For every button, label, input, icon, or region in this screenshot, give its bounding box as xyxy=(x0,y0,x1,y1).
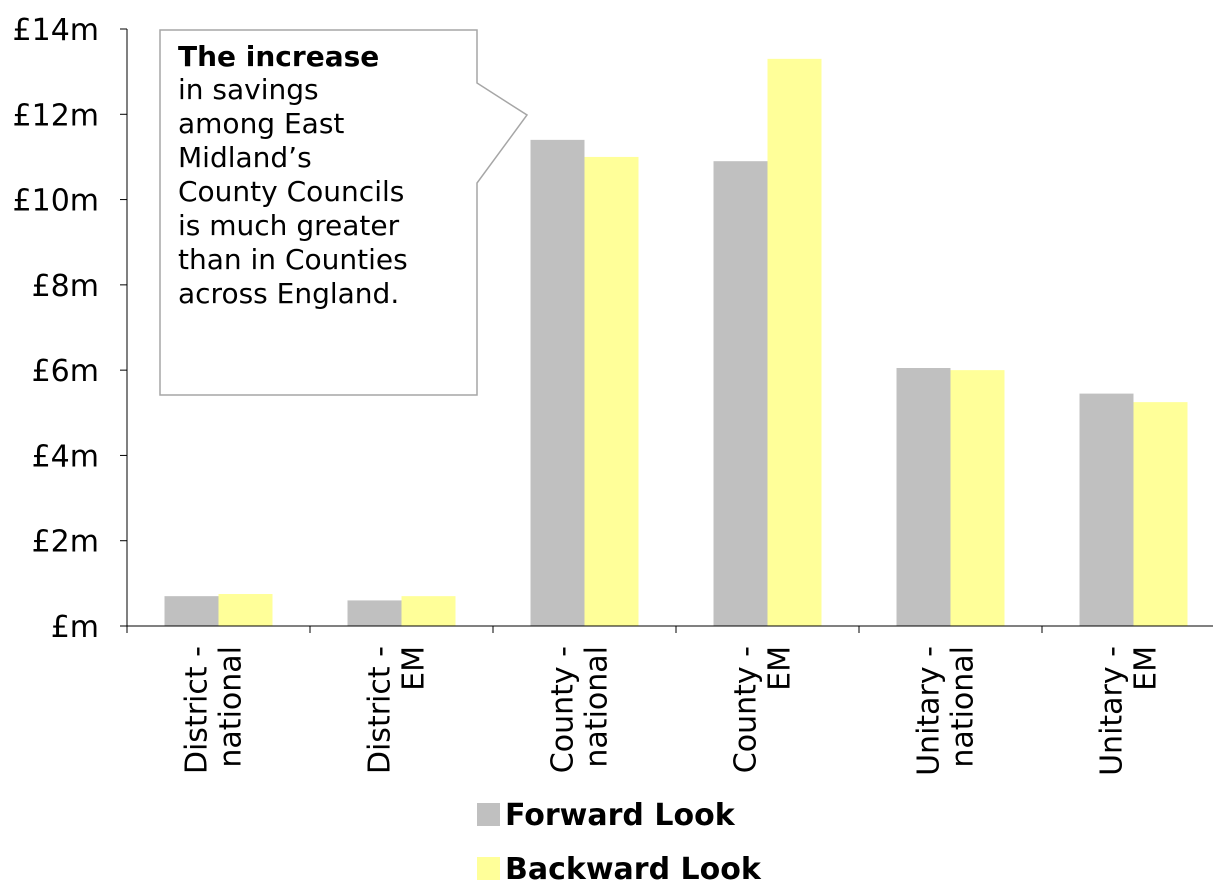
y-tick-label: £14m xyxy=(13,13,99,48)
bar-backward-look xyxy=(218,594,273,626)
x-category-label: national xyxy=(214,646,249,768)
bar-backward-look xyxy=(401,596,456,626)
legend-swatch xyxy=(477,857,500,880)
bar-forward-look xyxy=(713,161,768,626)
bar-backward-look xyxy=(1133,402,1188,626)
annotation-line: is much greater xyxy=(178,209,400,242)
bars xyxy=(164,58,1188,627)
annotation-callout xyxy=(159,29,529,396)
y-axis: £m £2m £4m £6m £8m £10m £12m £14m xyxy=(13,13,128,645)
annotation-line: among East xyxy=(178,107,345,140)
y-tick-label: £6m xyxy=(32,354,99,389)
annotation-line: Midland’s xyxy=(178,141,312,174)
x-axis: District - national District - EM County - na… xyxy=(126,625,1213,776)
x-category-label: national xyxy=(946,646,981,768)
x-category-label: national xyxy=(580,646,615,768)
x-category-label: EM xyxy=(763,646,798,691)
callout-box xyxy=(159,29,529,396)
legend-label: Forward Look xyxy=(505,798,736,833)
y-tick-label: £m xyxy=(51,610,99,645)
x-category-label: County - xyxy=(546,646,581,773)
y-tick-label: £12m xyxy=(13,98,99,133)
y-tick-label: £2m xyxy=(32,525,99,560)
annotation-bold: The increase xyxy=(178,40,380,73)
annotation-line: in savings xyxy=(178,73,319,106)
bar-forward-look xyxy=(164,596,219,626)
annotation-line: across England. xyxy=(178,277,400,310)
x-category-label: County - xyxy=(729,646,764,773)
bar-backward-look xyxy=(767,58,822,627)
x-category-label: Unitary - xyxy=(1095,646,1130,776)
bar-forward-look xyxy=(530,139,585,626)
bar-backward-look xyxy=(950,370,1005,626)
bar-forward-look xyxy=(896,368,951,626)
y-tick-label: £4m xyxy=(32,439,99,474)
annotation-line: County Councils xyxy=(178,175,405,208)
y-tick-label: £8m xyxy=(32,269,99,304)
legend: Forward Look Backward Look xyxy=(477,798,762,887)
x-category-label: District - xyxy=(180,646,215,774)
legend-swatch xyxy=(477,803,500,826)
x-category-label: EM xyxy=(397,646,432,691)
legend-label: Backward Look xyxy=(505,852,762,887)
y-tick-label: £10m xyxy=(13,184,99,219)
bar-backward-look xyxy=(584,156,639,626)
annotation-line: than in Counties xyxy=(178,243,408,276)
x-category-label: District - xyxy=(363,646,398,774)
x-category-label: EM xyxy=(1129,646,1164,691)
annotation-text: The increase in savings among East Midla… xyxy=(178,40,468,311)
bar-forward-look xyxy=(1079,393,1134,626)
bar-forward-look xyxy=(347,600,402,626)
x-category-label: Unitary - xyxy=(912,646,947,776)
